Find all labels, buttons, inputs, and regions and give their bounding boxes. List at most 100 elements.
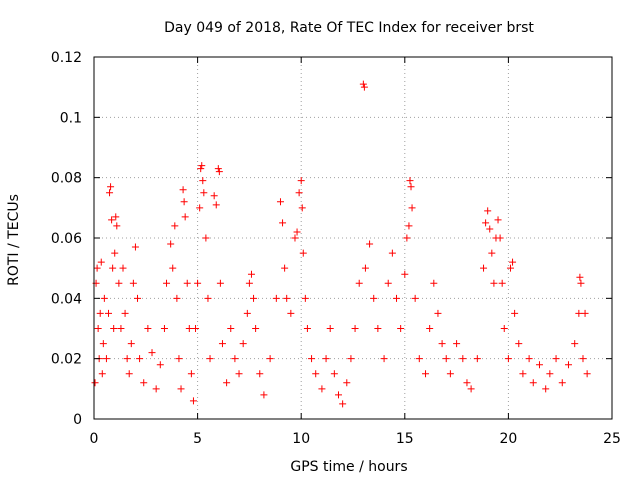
y-axis-label: ROTI / TECUs — [6, 194, 22, 286]
data-point — [576, 273, 584, 281]
data-point — [183, 279, 191, 287]
data-point — [189, 397, 197, 405]
y-tick-label: 0.12 — [51, 50, 82, 66]
data-point — [216, 279, 224, 287]
data-point — [100, 294, 108, 302]
data-point — [506, 264, 514, 272]
data-point — [169, 264, 177, 272]
data-point — [119, 264, 127, 272]
data-point — [206, 355, 214, 363]
data-point — [403, 234, 411, 242]
data-point — [504, 355, 512, 363]
data-point — [287, 309, 295, 317]
data-point — [136, 355, 144, 363]
data-point — [117, 325, 125, 332]
data-point — [113, 222, 121, 230]
data-point — [144, 325, 152, 332]
data-point — [564, 361, 572, 369]
data-point — [250, 294, 258, 302]
data-point — [434, 309, 442, 317]
data-point — [202, 234, 210, 242]
data-point — [500, 325, 508, 332]
data-point — [123, 355, 131, 363]
data-point — [422, 370, 430, 378]
data-point — [490, 279, 498, 287]
data-point — [558, 379, 566, 387]
data-point — [525, 355, 533, 363]
data-point — [484, 207, 492, 215]
data-point — [330, 370, 338, 378]
data-point — [198, 162, 206, 170]
data-point — [430, 279, 438, 287]
data-point — [185, 325, 193, 332]
data-point — [210, 192, 218, 200]
data-point — [308, 355, 316, 363]
y-tick-label: 0 — [73, 412, 82, 428]
data-point — [351, 325, 359, 332]
data-point — [108, 216, 116, 224]
data-point — [266, 355, 274, 363]
data-point — [374, 325, 382, 332]
data-point — [247, 270, 255, 278]
data-point — [127, 340, 135, 348]
data-point — [148, 349, 156, 357]
data-point — [194, 279, 202, 287]
data-point — [401, 270, 409, 278]
x-axis-label: GPS time / hours — [290, 459, 407, 475]
data-point — [407, 183, 415, 191]
data-point — [93, 264, 101, 272]
data-point — [579, 355, 587, 363]
data-point — [535, 361, 543, 369]
data-point — [347, 355, 355, 363]
data-point — [359, 80, 367, 88]
data-point — [467, 385, 475, 393]
data-point — [99, 340, 107, 348]
data-point — [326, 325, 334, 332]
data-point — [260, 391, 268, 399]
data-point — [131, 243, 139, 251]
data-point — [405, 222, 413, 230]
data-point — [519, 370, 527, 378]
data-point — [473, 355, 481, 363]
y-tick-label: 0.1 — [60, 110, 82, 126]
data-point — [227, 325, 235, 332]
data-point — [197, 165, 205, 173]
data-point — [509, 258, 517, 266]
data-point — [243, 309, 251, 317]
data-point — [156, 361, 164, 369]
data-point — [175, 355, 183, 363]
data-point — [293, 228, 301, 236]
data-point — [322, 355, 330, 363]
y-tick-label: 0.04 — [51, 291, 82, 307]
data-point — [199, 177, 207, 185]
data-point — [215, 168, 223, 176]
data-point — [583, 370, 591, 378]
data-point — [223, 379, 231, 387]
data-point — [200, 189, 208, 197]
data-point — [438, 340, 446, 348]
data-point — [303, 325, 311, 332]
x-tick-label: 5 — [193, 431, 202, 447]
data-point — [312, 370, 320, 378]
data-point — [453, 340, 461, 348]
data-point — [575, 309, 583, 317]
data-point — [231, 355, 239, 363]
data-point — [571, 340, 579, 348]
data-point — [406, 177, 414, 185]
roti-series — [91, 80, 591, 408]
data-point — [204, 294, 212, 302]
data-point — [488, 249, 496, 257]
data-point — [214, 165, 222, 173]
data-point — [511, 309, 519, 317]
data-point — [160, 325, 168, 332]
data-point — [380, 355, 388, 363]
data-point — [180, 198, 188, 206]
data-point — [239, 340, 247, 348]
x-tick-label: 10 — [292, 431, 310, 447]
data-point — [167, 240, 175, 248]
data-point — [442, 355, 450, 363]
data-point — [173, 294, 181, 302]
data-point — [486, 225, 494, 233]
data-point — [360, 83, 368, 91]
axis-tick-labels: 0 5 10 15 20 25 0 0.02 0.04 0.06 0.08 0.1 0.12 — [51, 50, 621, 447]
